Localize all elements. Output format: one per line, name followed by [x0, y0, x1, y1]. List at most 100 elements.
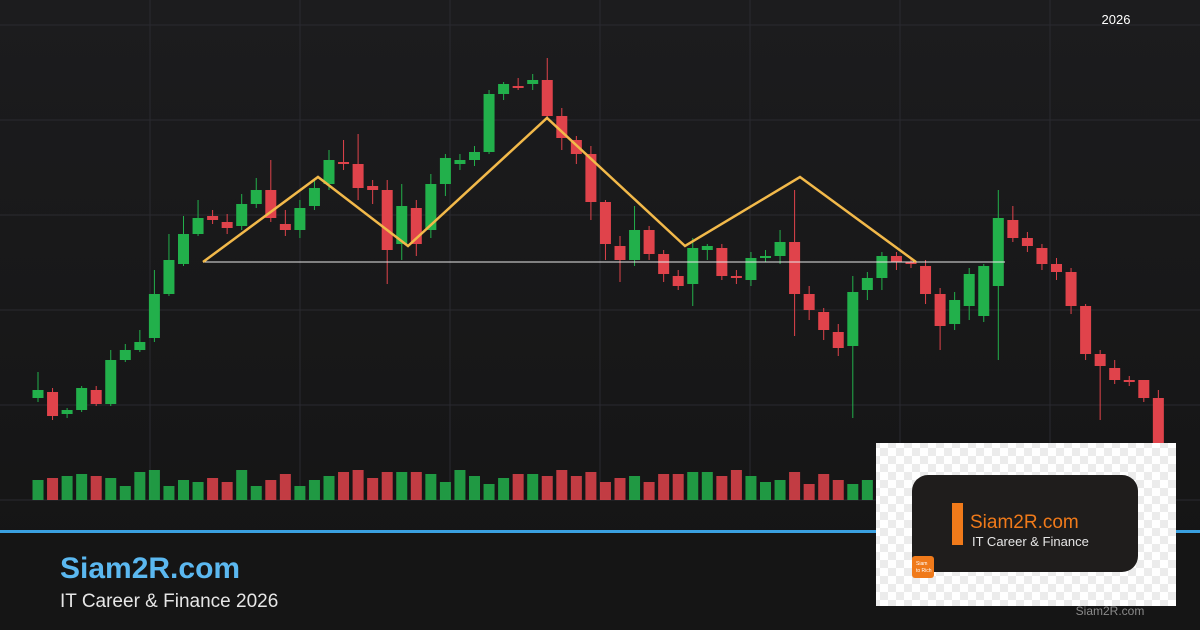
volume-bar: [527, 474, 539, 500]
volume-bar: [730, 470, 742, 500]
volume-bar: [585, 472, 597, 500]
logo-card: [912, 475, 1138, 572]
volume-bar: [483, 484, 495, 500]
volume-bar: [629, 476, 641, 500]
candle-body: [818, 312, 830, 330]
volume-bar: [425, 474, 437, 500]
candle-body: [61, 410, 73, 414]
volume-bar: [745, 476, 757, 500]
candle-body: [570, 140, 582, 154]
candle-body: [1094, 354, 1106, 366]
watermark: Siam2R.com: [1076, 604, 1145, 618]
volume-bar: [338, 472, 350, 500]
candle-body: [760, 256, 771, 258]
candle-body: [1080, 306, 1092, 354]
candle-body: [978, 266, 990, 316]
candle-body: [410, 208, 422, 244]
volume-bar: [847, 484, 859, 500]
small-logo: [912, 556, 934, 578]
candle-body: [250, 190, 262, 204]
candle-body: [890, 256, 902, 262]
logo-line1: Siam: [916, 561, 927, 567]
volume-bar: [687, 472, 699, 500]
volume-bar: [512, 474, 524, 500]
candle-body: [352, 164, 364, 188]
volume-bar: [119, 486, 131, 500]
candle-body: [207, 216, 219, 220]
candle-body: [163, 260, 175, 294]
candle-body: [119, 350, 131, 360]
volume-bar: [832, 480, 844, 500]
candle-body: [832, 332, 844, 348]
volume-bar: [789, 472, 801, 500]
volume-bar: [410, 472, 422, 500]
candle-body: [308, 188, 320, 206]
candle-body: [439, 158, 451, 184]
volume-bar: [134, 472, 146, 500]
logo-accent: [952, 503, 963, 545]
candle-body: [338, 162, 350, 164]
candle-body: [47, 392, 59, 416]
candle-body: [425, 184, 437, 230]
volume-bar: [658, 474, 670, 500]
pattern-line: [202, 116, 917, 264]
candle-body: [221, 222, 233, 228]
candle-body: [1065, 272, 1077, 306]
volume-bar: [760, 482, 771, 500]
volume-bar: [701, 472, 713, 500]
volume-bar: [294, 486, 306, 500]
volume-bar: [541, 476, 553, 500]
candle-body: [1123, 380, 1135, 382]
candles: [32, 58, 1164, 460]
candle-body: [920, 266, 932, 294]
candle-body: [192, 218, 204, 234]
candle-body: [1007, 220, 1019, 238]
volume-bar: [396, 472, 408, 500]
candle-body: [934, 294, 946, 326]
candle-body: [1036, 248, 1048, 264]
volume-bar: [570, 476, 582, 500]
volume-bar: [32, 480, 44, 500]
candle-body: [178, 234, 189, 264]
volume-bar: [207, 478, 219, 500]
volume-bar: [818, 474, 830, 500]
volume-bar: [250, 486, 262, 500]
candle-body: [730, 276, 742, 278]
logo-line2: to Rich: [916, 568, 932, 574]
candle-body: [279, 224, 291, 230]
volume-bar: [643, 482, 655, 500]
candle-body: [905, 262, 917, 264]
candle-body: [1152, 398, 1164, 444]
volume-bar: [323, 476, 335, 500]
candle-body: [1021, 238, 1033, 246]
candle-body: [1051, 264, 1062, 272]
candle-body: [672, 276, 684, 286]
volume-bar: [774, 480, 786, 500]
candle-body: [992, 218, 1004, 286]
volume-bar: [47, 478, 59, 500]
candle-body: [469, 152, 480, 160]
candle-body: [658, 254, 670, 274]
card-tagline: IT Career & Finance: [972, 534, 1089, 549]
candle-body: [134, 342, 146, 350]
volume-bar: [469, 476, 480, 500]
candle-body: [527, 80, 539, 84]
volume-bar: [61, 476, 73, 500]
volume-bar: [90, 476, 102, 500]
candle-body: [512, 86, 524, 88]
candle-body: [861, 278, 873, 290]
candle-body: [265, 190, 277, 218]
candle-body: [294, 208, 306, 230]
divider: [0, 530, 1200, 533]
candle-body: [701, 246, 713, 250]
volume-bar: [308, 480, 320, 500]
candle-body: [454, 160, 466, 164]
volume-bar: [279, 474, 291, 500]
candle-body: [876, 256, 888, 278]
candle-body: [745, 258, 757, 280]
candle-body: [381, 190, 393, 250]
candle-body: [774, 242, 786, 256]
volume-bar: [454, 470, 466, 500]
candle-body: [599, 202, 611, 244]
